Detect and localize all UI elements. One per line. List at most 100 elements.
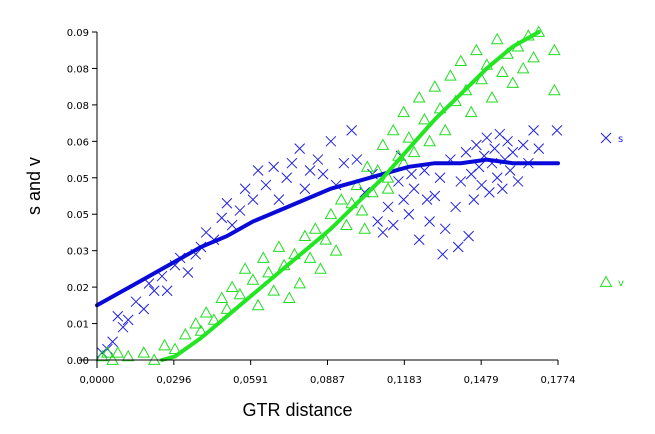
data-point-s (221, 197, 233, 209)
data-point-v (233, 287, 247, 300)
data-point-v (464, 105, 478, 118)
data-point-v (262, 266, 275, 278)
data-point-s (268, 161, 280, 173)
data-point-v (220, 302, 234, 314)
x-tick-label: 0,1774 (541, 375, 576, 386)
y-tick-label: 0.03 (67, 247, 89, 258)
data-point-v (418, 112, 431, 125)
data-point-s (247, 194, 259, 205)
data-point-v (179, 327, 192, 340)
data-point-v (340, 218, 353, 231)
data-point-v (350, 178, 364, 190)
data-point-v (358, 222, 372, 234)
data-point-v (334, 193, 348, 205)
data-point-v (95, 349, 109, 362)
data-point-v (207, 313, 221, 325)
data-point-v (194, 324, 208, 336)
data-point-v (308, 222, 322, 234)
legend-label-s: s (618, 134, 623, 145)
data-point-v (147, 353, 161, 365)
data-point-s (528, 125, 539, 136)
x-axis-title: GTR distance (242, 400, 352, 420)
x-tick-label: 0,0000 (80, 375, 115, 386)
y-tick-label: 0.00 (67, 356, 89, 367)
data-point-v (386, 123, 400, 136)
data-point-v (298, 229, 312, 241)
data-point-s (226, 219, 238, 231)
data-point-v (256, 251, 270, 263)
data-point-s (112, 310, 124, 322)
data-point-v (267, 284, 281, 296)
data-point-s (471, 139, 482, 151)
x-tick-label: 0,0296 (156, 375, 191, 386)
data-point-s (403, 208, 415, 220)
data-point-s (234, 205, 246, 216)
data-point-s (351, 154, 363, 165)
data-point-s (502, 135, 513, 147)
legend: sv (599, 132, 624, 289)
plot-curves (95, 30, 560, 362)
x-tick-label: 0,1479 (464, 375, 499, 386)
data-point-s (260, 179, 272, 191)
data-point-v (506, 76, 520, 88)
data-point-v (293, 276, 307, 289)
data-point-s (484, 187, 495, 198)
data-point-s (452, 241, 464, 253)
data-point-s (107, 336, 118, 348)
legend-label-v: v (618, 278, 624, 289)
data-point-v (282, 291, 296, 303)
data-point-v (496, 65, 509, 77)
data-point-v (402, 131, 416, 143)
data-point-s (182, 267, 194, 278)
trend-curve-v (160, 30, 541, 362)
data-point-v (412, 91, 426, 103)
data-point-v (527, 50, 540, 63)
data-point-s (551, 125, 563, 136)
data-point-s (346, 125, 358, 136)
data-point-s (312, 154, 324, 165)
y-tick-label: 0.05 (67, 174, 89, 185)
data-point-s (408, 183, 420, 195)
data-point-v (407, 145, 421, 158)
data-point-v (111, 346, 125, 358)
data-point-s (424, 216, 435, 227)
data-point-s (421, 194, 433, 205)
data-point-s (429, 190, 441, 202)
data-point-v (490, 32, 504, 45)
data-point-s (382, 201, 394, 213)
data-point-s (437, 248, 448, 260)
data-point-v (158, 338, 171, 351)
data-point-v (329, 244, 343, 256)
data-point-v (438, 123, 452, 136)
data-point-v (516, 61, 530, 74)
data-point-s (463, 230, 474, 242)
data-point-v (199, 306, 213, 318)
data-point-v (272, 240, 286, 252)
data-point-v (137, 346, 151, 358)
data-point-v (470, 43, 483, 56)
y-tick-label: 0.01 (67, 320, 89, 331)
data-point-v (423, 134, 436, 147)
data-point-s (491, 172, 503, 184)
data-point-s (517, 139, 529, 151)
data-point-s (273, 194, 285, 205)
data-point-v (225, 280, 239, 293)
data-point-s (138, 303, 150, 315)
data-point-s (497, 183, 508, 195)
data-point-s (473, 161, 485, 173)
data-point-s (455, 176, 467, 187)
data-point-s (393, 176, 404, 187)
data-point-v (101, 346, 114, 358)
data-point-s (419, 165, 430, 176)
data-point-v (376, 138, 390, 150)
data-point-v (381, 182, 395, 194)
data-point-v (215, 291, 229, 303)
data-point-s (398, 194, 409, 205)
data-point-s (294, 143, 306, 154)
data-point-s (468, 194, 480, 205)
data-point-s (504, 165, 516, 176)
data-point-s (413, 234, 425, 246)
data-point-v (319, 233, 333, 245)
data-point-s (481, 132, 493, 144)
